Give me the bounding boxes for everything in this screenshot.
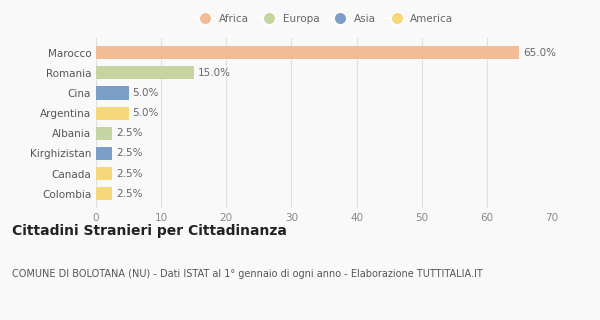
Text: 5.0%: 5.0% — [133, 108, 159, 118]
Text: Cittadini Stranieri per Cittadinanza: Cittadini Stranieri per Cittadinanza — [12, 224, 287, 238]
Bar — [96, 86, 128, 100]
Text: 2.5%: 2.5% — [116, 128, 143, 138]
Bar — [96, 107, 128, 120]
Bar — [96, 187, 112, 200]
Text: 2.5%: 2.5% — [116, 169, 143, 179]
Text: 2.5%: 2.5% — [116, 189, 143, 199]
Bar — [96, 167, 112, 180]
Bar — [96, 147, 112, 160]
Text: 65.0%: 65.0% — [523, 48, 556, 58]
Text: 5.0%: 5.0% — [133, 88, 159, 98]
Bar — [96, 66, 194, 79]
Text: 2.5%: 2.5% — [116, 148, 143, 158]
Legend: Africa, Europa, Asia, America: Africa, Europa, Asia, America — [190, 10, 458, 28]
Bar — [96, 127, 112, 140]
Text: COMUNE DI BOLOTANA (NU) - Dati ISTAT al 1° gennaio di ogni anno - Elaborazione T: COMUNE DI BOLOTANA (NU) - Dati ISTAT al … — [12, 269, 483, 279]
Text: 15.0%: 15.0% — [197, 68, 230, 78]
Bar — [96, 46, 520, 59]
